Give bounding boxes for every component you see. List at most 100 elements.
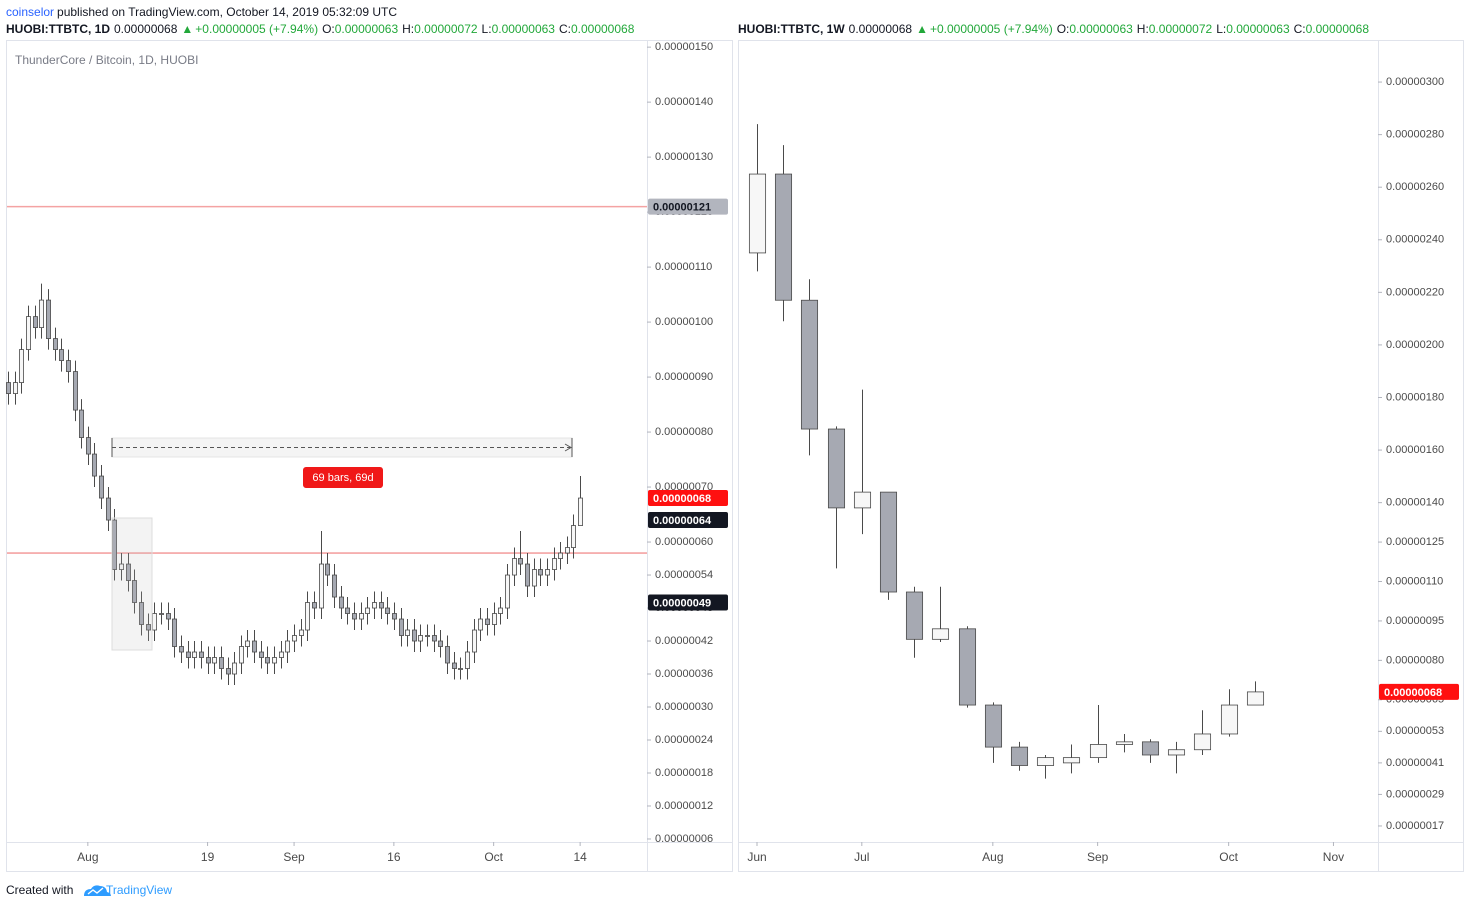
- candle-body: [505, 574, 510, 609]
- left-pane: [6, 40, 733, 872]
- candle-body: [172, 618, 177, 647]
- candle-body: [748, 173, 767, 254]
- candle-body: [73, 371, 78, 411]
- candle-body: [472, 629, 477, 653]
- candle-body: [359, 613, 364, 620]
- candle-body: [319, 563, 324, 609]
- y-tick-label: 0.00000029: [1386, 788, 1444, 800]
- candle-body: [1062, 757, 1081, 764]
- candle-body: [412, 629, 417, 642]
- x-tick-label: 16: [387, 850, 401, 864]
- x-tick-label: Sep: [1087, 850, 1109, 864]
- candle-body: [232, 662, 237, 675]
- price-label: 0.00000068: [1384, 687, 1442, 699]
- candle-body: [774, 173, 793, 301]
- candle-body: [46, 299, 51, 339]
- candle-body: [132, 580, 137, 603]
- price-label-bg: [1379, 683, 1459, 700]
- highlight-box: [111, 517, 153, 651]
- candle-body: [199, 651, 204, 658]
- y-tick-label: 0.00000160: [1386, 444, 1444, 456]
- y-tick-label: 0.00000100: [655, 316, 713, 328]
- candle-body: [452, 662, 457, 669]
- ohlc-label: L:: [481, 22, 492, 36]
- x-tick-label: 19: [201, 850, 215, 864]
- y-tick-label: 0.00000080: [1386, 654, 1444, 666]
- candle-body: [392, 613, 397, 620]
- candle-body: [159, 613, 164, 615]
- candle-body: [532, 569, 537, 587]
- footer-brand: TradingView: [106, 883, 172, 897]
- candle-body: [1193, 733, 1212, 751]
- publish-line: coinselor published on TradingView.com, O…: [6, 5, 401, 19]
- ohlc-value: 0.00000068: [1305, 22, 1370, 36]
- candle-body: [1220, 704, 1239, 735]
- y-tick-label: 0.00000140: [1386, 497, 1444, 509]
- candle-body: [372, 602, 377, 609]
- y-tick-label: 0.00000080: [655, 426, 713, 438]
- x-tick-label: Jul: [854, 850, 869, 864]
- candle-body: [126, 563, 131, 581]
- arrow-head: [564, 443, 572, 452]
- candle-body: [498, 607, 503, 614]
- candle-body: [179, 646, 184, 653]
- y-tick-label: 0.00000042: [655, 635, 713, 647]
- candle-body: [379, 602, 384, 609]
- y-tick-label: 0.00000054: [655, 569, 713, 581]
- candle-body: [19, 349, 24, 383]
- candle-body: [432, 635, 437, 642]
- candle-body: [86, 437, 91, 455]
- candle-body: [119, 563, 124, 570]
- price: 0.00000068: [114, 22, 178, 36]
- candle-body: [425, 635, 430, 637]
- candle-body: [485, 618, 490, 625]
- plot: [6, 205, 647, 686]
- legend-right: HUOBI:TTBTC, 1W 0.00000068 ▲ +0.00000005 (+…: [738, 22, 1373, 36]
- candle-body: [405, 629, 410, 636]
- price: 0.00000068: [848, 22, 913, 36]
- ohlc-value: 0.00000063: [334, 22, 399, 36]
- candle-body: [106, 497, 111, 521]
- candle-body: [1246, 691, 1265, 706]
- candle-body: [545, 569, 550, 576]
- candle-body: [578, 497, 583, 526]
- candle-body: [853, 491, 872, 509]
- candle-body: [252, 640, 257, 653]
- ohlc-label: C:: [1293, 22, 1306, 36]
- ohlc-value: 0.00000072: [414, 22, 478, 36]
- candle-body: [905, 591, 924, 640]
- x-tick-label: Oct: [1219, 850, 1238, 864]
- y-tick-label: 0.00000012: [655, 800, 713, 812]
- candle-body: [352, 613, 357, 620]
- candle-body: [492, 613, 497, 625]
- author[interactable]: coinselor: [6, 5, 55, 19]
- ohlc-value: 0.00000063: [1226, 22, 1290, 36]
- candle-body: [152, 613, 157, 631]
- candle-body: [365, 607, 370, 614]
- candle-body: [465, 651, 470, 669]
- right-pane: [738, 40, 1464, 872]
- y-tick-label: 0.00000006: [655, 833, 713, 845]
- legend-left: HUOBI:TTBTC, 1D 0.00000068 ▲ +0.00000005 (+…: [6, 22, 638, 36]
- y-tick-label: 0.00000220: [1386, 286, 1444, 298]
- price-label: 0.00000068: [653, 493, 711, 505]
- candle-body: [1089, 744, 1108, 759]
- y-tick-label: 0.00000130: [655, 151, 713, 163]
- y-tick-label: 0.00000060: [655, 536, 713, 548]
- candle-body: [285, 640, 290, 653]
- symbol: HUOBI:TTBTC, 1D: [6, 22, 110, 36]
- x-tick-label: Oct: [484, 850, 503, 864]
- candle-body: [538, 569, 543, 576]
- candle-body: [558, 552, 563, 559]
- x-tick-label: 14: [573, 850, 587, 864]
- footer-text: Created with: [6, 883, 73, 897]
- y-tick-label: 0.00000024: [655, 734, 713, 746]
- chart-title: ThunderCore / Bitcoin, 1D, HUOBI: [15, 53, 198, 67]
- ohlc-label: O:: [1056, 22, 1070, 36]
- y-tick-label: 0.00000240: [1386, 234, 1444, 246]
- change-arrow: ▲: [916, 22, 928, 36]
- candle-body: [1167, 749, 1186, 756]
- candle-body: [39, 299, 44, 328]
- candle-body: [99, 475, 104, 499]
